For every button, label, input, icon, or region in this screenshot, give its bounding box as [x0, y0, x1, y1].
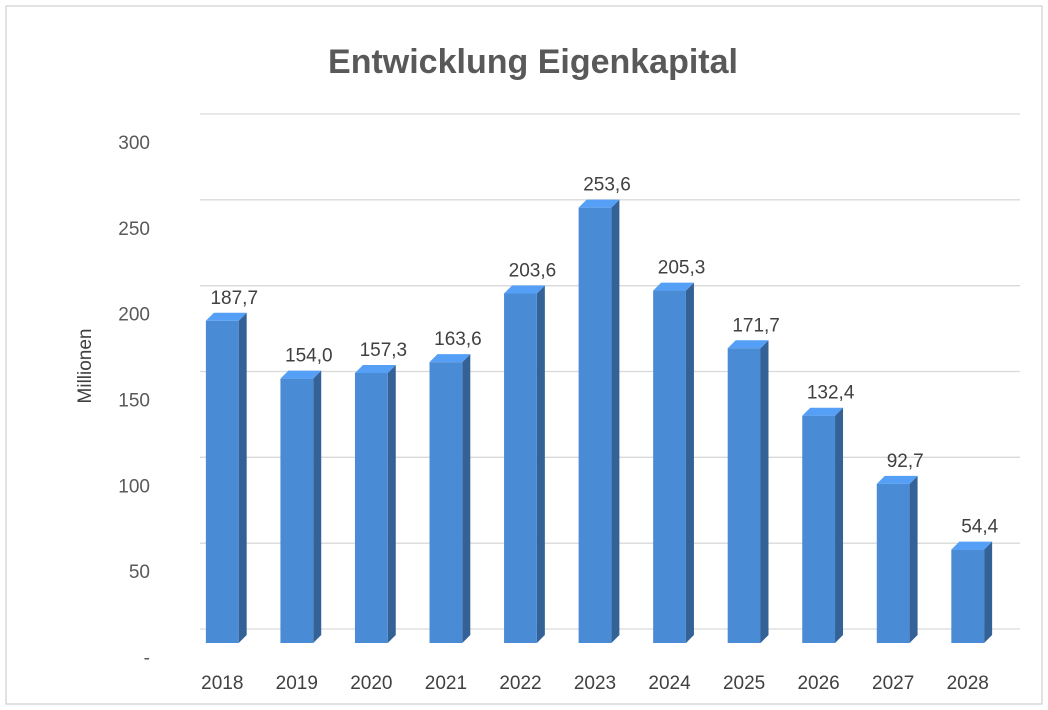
- x-tick-label: 2020: [350, 673, 392, 694]
- bar-front: [354, 372, 388, 643]
- data-label: 132,4: [807, 383, 855, 404]
- x-tick-label: 2025: [723, 673, 765, 694]
- bar-side: [313, 370, 322, 643]
- bar-top: [802, 407, 844, 416]
- data-label: 253,6: [583, 175, 631, 196]
- x-tick-label: 2026: [797, 673, 839, 694]
- bar-front: [280, 378, 314, 643]
- bar-side: [238, 312, 247, 643]
- bar-front: [653, 290, 686, 643]
- bar: [578, 199, 620, 644]
- bar-side: [536, 285, 545, 643]
- bar: [429, 354, 471, 643]
- y-tick-label: -: [144, 648, 150, 669]
- y-tick-label: 250: [118, 219, 150, 240]
- data-label: 54,4: [961, 517, 998, 538]
- bar: [802, 407, 844, 643]
- bar-front: [876, 483, 910, 643]
- bar: [205, 312, 247, 643]
- y-tick-label: 50: [129, 562, 150, 583]
- bar-side: [685, 282, 694, 643]
- bar-top: [354, 364, 396, 373]
- bar-side: [611, 199, 620, 644]
- x-tick-label: 2021: [425, 673, 467, 694]
- x-tick-label: 2024: [648, 673, 691, 694]
- bar: [653, 282, 694, 643]
- bar-side: [387, 364, 396, 643]
- data-label: 154,0: [285, 346, 333, 367]
- data-label: 157,3: [360, 340, 408, 361]
- bar-top: [504, 285, 545, 294]
- bar-top: [876, 475, 918, 484]
- bar-front: [951, 549, 985, 643]
- bar: [876, 475, 918, 643]
- bar: [504, 285, 545, 643]
- bar-top: [653, 282, 694, 291]
- bar-top: [205, 312, 247, 321]
- bar-front: [429, 362, 463, 643]
- y-axis-title: Millionen: [75, 329, 96, 404]
- data-label: 203,6: [509, 261, 557, 282]
- data-label: 163,6: [434, 329, 482, 350]
- bar-side: [462, 354, 471, 643]
- x-tick-label: 2022: [499, 673, 541, 694]
- x-tick-label: 2028: [947, 673, 989, 694]
- bar: [280, 370, 322, 643]
- y-tick-label: 100: [118, 476, 150, 497]
- bar-top: [429, 354, 471, 363]
- bar-front: [578, 207, 612, 644]
- x-tick-label: 2027: [872, 673, 914, 694]
- chart-title: Entwicklung Eigenkapital: [328, 43, 738, 81]
- x-tick-label: 2023: [574, 673, 616, 694]
- data-label: 187,7: [210, 288, 258, 309]
- data-label: 171,7: [732, 315, 780, 336]
- bar-top: [727, 340, 769, 349]
- data-label: 205,3: [658, 258, 706, 279]
- bar-side: [760, 340, 769, 643]
- data-label: 92,7: [887, 451, 924, 472]
- y-tick-label: 200: [118, 305, 150, 326]
- bar-top: [280, 370, 322, 379]
- bar-top: [951, 541, 993, 550]
- bar-front: [727, 348, 761, 643]
- bar-front: [504, 293, 537, 643]
- bar: [951, 541, 993, 643]
- x-tick-label: 2018: [201, 673, 243, 694]
- bar-front: [205, 320, 239, 643]
- y-tick-label: 300: [118, 133, 150, 154]
- y-tick-label: 150: [118, 391, 150, 412]
- bar-side: [984, 541, 993, 643]
- bar-front: [802, 415, 836, 643]
- bar-side: [835, 407, 844, 643]
- bar: [354, 364, 396, 643]
- bar-side: [909, 475, 918, 643]
- bar: [727, 340, 769, 643]
- bar-top: [578, 199, 620, 208]
- x-tick-label: 2019: [276, 673, 318, 694]
